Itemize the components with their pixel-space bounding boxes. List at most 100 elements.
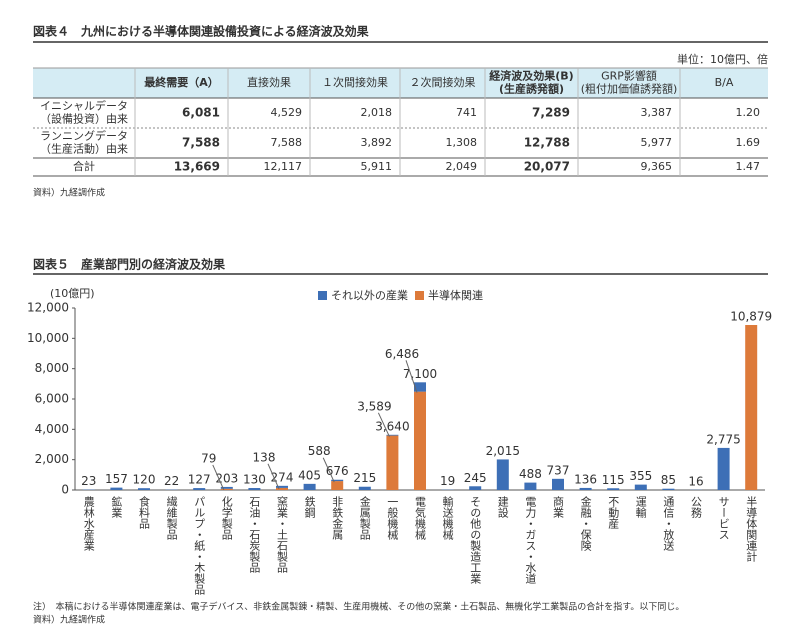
header-cell: (粗付加価値誘発額)	[581, 82, 678, 96]
total-label: 488	[519, 467, 542, 481]
header-cell: 経済波及効果(B)	[489, 69, 573, 83]
figure-title: 図表５ 産業部門別の経済波及効果	[33, 257, 225, 272]
source: 資料）九経調作成	[33, 187, 105, 199]
note: 注） 本稿における半導体関連産業は、電子デバイス、非鉄金属製錬・精製、生産用機械…	[33, 601, 684, 613]
source: 資料）九経調作成	[33, 614, 105, 626]
bar	[193, 488, 206, 490]
header-cell: GRP影響額	[601, 69, 657, 83]
bar	[579, 487, 592, 490]
x-tick-label: 化学製品	[220, 495, 233, 540]
bar	[303, 483, 316, 490]
x-tick-label: 運輸	[634, 496, 647, 519]
segment-label: 138	[253, 450, 276, 464]
unit: 単位：10億円、倍	[677, 52, 768, 66]
y-axis-label: (10億円)	[50, 287, 95, 300]
x-tick-label: 石油・石炭製品	[248, 496, 261, 573]
x-tick-label: 商業	[552, 495, 565, 518]
bar	[496, 459, 509, 490]
table-cell: 1.20	[736, 106, 761, 119]
row-label: （生産活動）由来	[40, 142, 128, 156]
bar	[248, 488, 261, 490]
bar	[634, 484, 647, 490]
leader-line	[267, 463, 280, 490]
table-cell: 6,081	[182, 106, 220, 120]
bar	[220, 486, 233, 489]
bar	[110, 487, 123, 490]
bar	[745, 325, 758, 490]
y-tick-label: 0	[61, 483, 69, 497]
table-cell: 741	[456, 106, 477, 119]
bar	[358, 486, 371, 490]
table-cell: 2,018	[361, 106, 393, 119]
table-cell: 1,308	[446, 136, 478, 149]
y-tick-label: 6,000	[35, 392, 69, 406]
x-tick-label: 通信・放送	[662, 496, 675, 551]
x-tick-label: パルプ・紙・木製品	[193, 496, 206, 595]
bar	[469, 486, 482, 490]
total-label: 19	[440, 474, 455, 488]
x-tick-label: 不動産	[607, 496, 620, 530]
leader-line	[322, 457, 335, 483]
total-label: 737	[547, 463, 570, 477]
total-label: 136	[574, 472, 597, 486]
total-label: 157	[105, 472, 128, 486]
x-tick-label: 金融・保険	[579, 495, 592, 552]
row-label: ランニングデータ	[40, 129, 128, 143]
segment-label: 6,486	[385, 347, 419, 361]
leader-line	[212, 464, 225, 491]
segment-label: 3,589	[357, 399, 391, 413]
table-cell: 12,117	[264, 160, 303, 173]
total-label: 130	[243, 473, 266, 487]
x-tick-label: 電気機械	[414, 496, 427, 541]
legend-label: それ以外の産業	[331, 289, 408, 302]
table-cell: 3,892	[361, 136, 393, 149]
table-cell: 4,529	[271, 106, 303, 119]
total-label: 203	[215, 471, 238, 485]
total-label: 405	[298, 468, 321, 482]
row-label: （設備投資）由来	[40, 112, 128, 126]
table-cell: 5,911	[361, 160, 393, 173]
bar	[138, 488, 150, 490]
header-cell: 最終需要（A）	[144, 75, 219, 89]
table-cell: 2,049	[446, 160, 478, 173]
x-tick-label: 半導体関連計	[745, 495, 758, 563]
total-label: 85	[661, 473, 676, 487]
table-cell: 9,365	[641, 160, 673, 173]
x-tick-label: 金属製品	[358, 495, 371, 540]
bar	[662, 488, 675, 490]
x-tick-label: サービス	[717, 496, 730, 540]
bar	[386, 434, 399, 436]
bar	[414, 391, 426, 490]
y-tick-label: 4,000	[35, 422, 69, 436]
leader-line	[405, 360, 418, 393]
bar	[331, 481, 344, 490]
table-cell: 7,289	[532, 106, 570, 120]
bar	[717, 447, 730, 490]
y-tick-label: 2,000	[35, 452, 69, 466]
total-label: 120	[133, 473, 156, 487]
table-cell: 20,077	[524, 160, 570, 174]
table-cell: 1.69	[736, 136, 761, 149]
x-tick-label: 輸送機械	[441, 495, 454, 541]
total-label: 23	[81, 474, 96, 488]
x-tick-label: 建設	[496, 495, 509, 518]
total-label: 355	[629, 469, 652, 483]
total-label: 3,640	[375, 419, 409, 433]
leader-line	[377, 412, 390, 437]
bar	[524, 482, 537, 490]
figure-title: 図表４ 九州における半導体関連設備投資による経済波及効果	[33, 24, 369, 39]
row-label: イニシャルデータ	[40, 99, 128, 113]
total-label: 115	[602, 473, 625, 487]
legend-swatch	[415, 291, 424, 300]
x-tick-label: 公務	[690, 496, 703, 519]
table-cell: 7,588	[271, 136, 303, 149]
header-cell: B/A	[715, 76, 734, 89]
x-tick-label: 窯業・土石製品	[276, 495, 289, 573]
bar	[331, 479, 344, 482]
total-label: 22	[164, 474, 179, 488]
segment-label: 588	[308, 444, 331, 458]
row-label: 合計	[73, 159, 95, 173]
x-tick-label: 農林水産業	[82, 495, 95, 551]
header-cell: (生産誘発額)	[499, 82, 564, 96]
